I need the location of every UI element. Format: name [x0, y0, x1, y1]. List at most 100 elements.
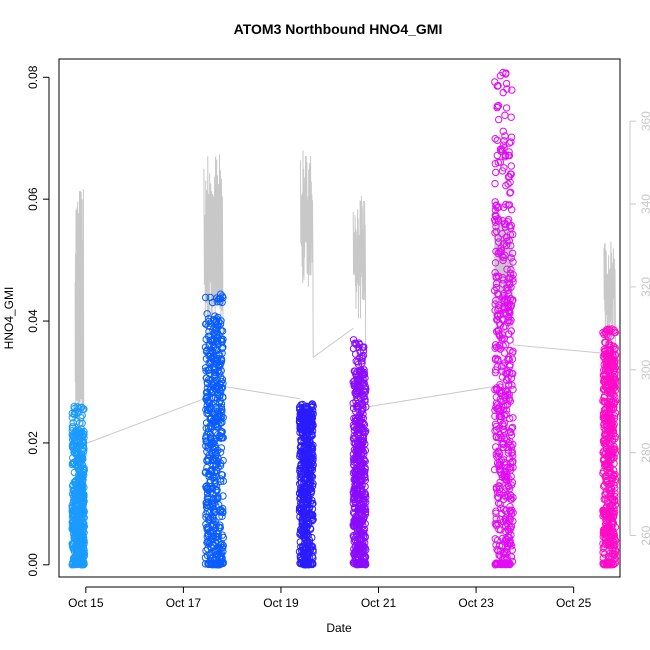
data-point	[501, 305, 509, 313]
data-point	[301, 420, 309, 428]
data-point	[69, 506, 78, 515]
data-point	[304, 538, 312, 546]
data-point	[359, 410, 367, 418]
data-point	[491, 344, 499, 352]
data-point	[609, 381, 617, 390]
data-point	[201, 293, 210, 302]
data-point	[358, 354, 366, 363]
data-point	[492, 168, 500, 177]
data-point	[507, 138, 515, 146]
data-point	[507, 133, 516, 141]
data-point	[210, 473, 218, 482]
series-1	[68, 402, 89, 569]
data-point	[601, 417, 609, 425]
data-point	[300, 559, 309, 567]
data-point	[493, 545, 501, 554]
data-point	[506, 170, 515, 178]
data-point	[503, 376, 511, 384]
data-point	[503, 388, 512, 396]
background-flight-line	[352, 196, 367, 408]
data-point	[501, 153, 509, 161]
data-point	[219, 558, 227, 566]
data-point	[505, 306, 513, 315]
data-point	[601, 350, 609, 358]
y-right-tick-label: 360	[639, 111, 650, 131]
data-point	[493, 136, 501, 145]
data-point	[201, 553, 210, 562]
data-point	[608, 477, 616, 485]
data-point	[352, 492, 361, 500]
data-point	[495, 248, 503, 256]
data-point	[213, 494, 221, 502]
data-point	[214, 337, 222, 346]
data-point	[609, 385, 617, 393]
data-point	[507, 431, 516, 439]
x-axis: Oct 15 Oct 17 Oct 19 Oct 21 Oct 23 Oct 25	[68, 586, 592, 610]
data-point	[297, 401, 305, 409]
series-4	[349, 336, 370, 569]
series-5	[490, 68, 517, 569]
data-point	[218, 507, 227, 516]
plot-area	[58, 58, 621, 578]
data-point	[350, 504, 359, 512]
data-point	[357, 394, 365, 403]
data-point	[298, 501, 306, 510]
data-point	[508, 424, 516, 433]
data-point	[203, 388, 212, 396]
data-point	[205, 366, 213, 374]
data-point	[605, 525, 613, 533]
data-point	[600, 413, 609, 422]
y-right-tick-label: 280	[639, 442, 650, 462]
data-point	[605, 439, 613, 447]
data-point	[298, 555, 306, 563]
data-point	[491, 535, 499, 543]
data-point	[492, 354, 500, 362]
data-point	[599, 548, 607, 557]
data-point	[503, 85, 511, 93]
data-point	[202, 405, 210, 414]
data-point	[509, 347, 517, 355]
y-right-tick-label: 320	[639, 277, 650, 297]
data-point	[501, 427, 509, 436]
y-tick-label: 0.00	[26, 553, 40, 577]
data-point	[503, 391, 512, 399]
data-point	[359, 347, 368, 355]
data-point	[505, 475, 513, 483]
data-point	[351, 350, 360, 358]
data-point	[492, 273, 500, 282]
data-point	[75, 426, 83, 435]
data-point	[492, 247, 500, 256]
data-point	[507, 224, 515, 232]
data-point	[361, 446, 369, 455]
data-point	[502, 104, 511, 112]
data-point	[215, 295, 223, 303]
data-point	[501, 538, 509, 546]
data-point	[611, 478, 619, 486]
data-point	[500, 292, 508, 300]
data-point	[503, 443, 511, 451]
data-point	[203, 402, 211, 410]
data-point	[218, 428, 226, 436]
y-axis-title: HNO4_GMI	[2, 287, 16, 350]
data-point	[493, 405, 501, 413]
data-point	[79, 526, 87, 534]
data-point	[601, 329, 610, 337]
data-point	[208, 561, 217, 569]
data-point	[503, 556, 511, 564]
data-point	[609, 426, 617, 434]
data-point	[501, 322, 509, 330]
y-axis-right: 260 280 300 320 340 360	[629, 111, 650, 546]
data-point	[353, 402, 362, 411]
data-point	[218, 337, 226, 346]
data-point	[605, 484, 613, 493]
data-point	[217, 551, 225, 559]
data-point	[352, 340, 360, 349]
data-point	[295, 489, 304, 497]
data-point	[492, 433, 501, 442]
data-point	[498, 362, 506, 371]
data-point	[499, 68, 507, 77]
data-point	[298, 410, 306, 419]
data-point	[300, 531, 308, 539]
